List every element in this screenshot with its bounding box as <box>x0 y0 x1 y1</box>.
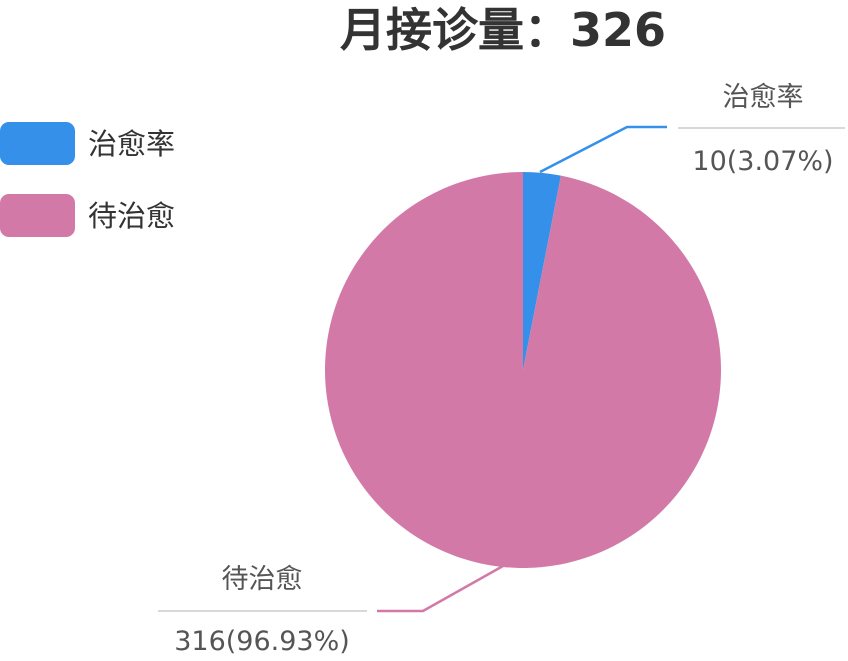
callout-name-pending: 待治愈 <box>222 564 303 595</box>
legend-label-cured: 治愈率 <box>88 127 175 161</box>
pie-slices <box>325 171 721 569</box>
callout-value-pending: 316(96.93%) <box>174 626 350 657</box>
callout-line-pending <box>377 564 504 613</box>
legend-swatch-pending <box>0 194 75 237</box>
legend-item-pending[interactable]: 待治愈 <box>0 194 175 237</box>
pie-slice-cured[interactable] <box>523 172 561 370</box>
callout-cured: 治愈率 10(3.07%) <box>539 82 845 177</box>
legend-swatch-cured <box>0 122 75 165</box>
legend-item-cured[interactable]: 治愈率 <box>0 122 175 165</box>
pie-slice-pending[interactable] <box>325 171 721 569</box>
legend-label-pending: 待治愈 <box>88 199 175 233</box>
legend: 治愈率 待治愈 <box>0 122 175 237</box>
callout-value-cured: 10(3.07%) <box>692 146 833 177</box>
callout-line-cured <box>539 125 667 174</box>
callout-pending: 待治愈 316(96.93%) <box>158 564 504 657</box>
chart-title: 月接诊量：326 <box>340 3 666 57</box>
callout-name-cured: 治愈率 <box>723 82 804 113</box>
